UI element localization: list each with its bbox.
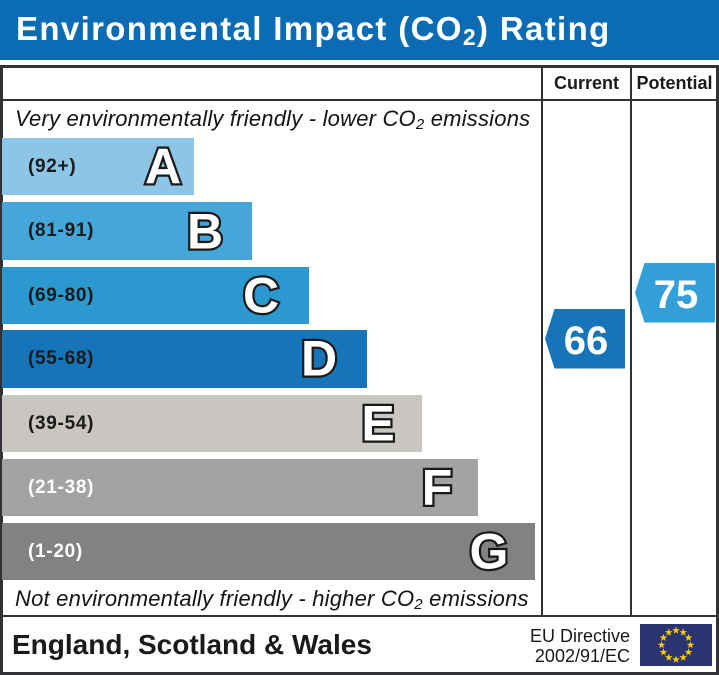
svg-text:75: 75 [654,273,699,317]
svg-text:F: F [422,461,453,515]
svg-text:D: D [301,332,337,386]
svg-text:A: A [145,140,181,194]
svg-text:E: E [361,397,394,451]
svg-text:B: B [187,205,223,259]
svg-text:66: 66 [564,319,609,363]
svg-text:C: C [243,269,279,323]
svg-text:G: G [470,525,509,579]
